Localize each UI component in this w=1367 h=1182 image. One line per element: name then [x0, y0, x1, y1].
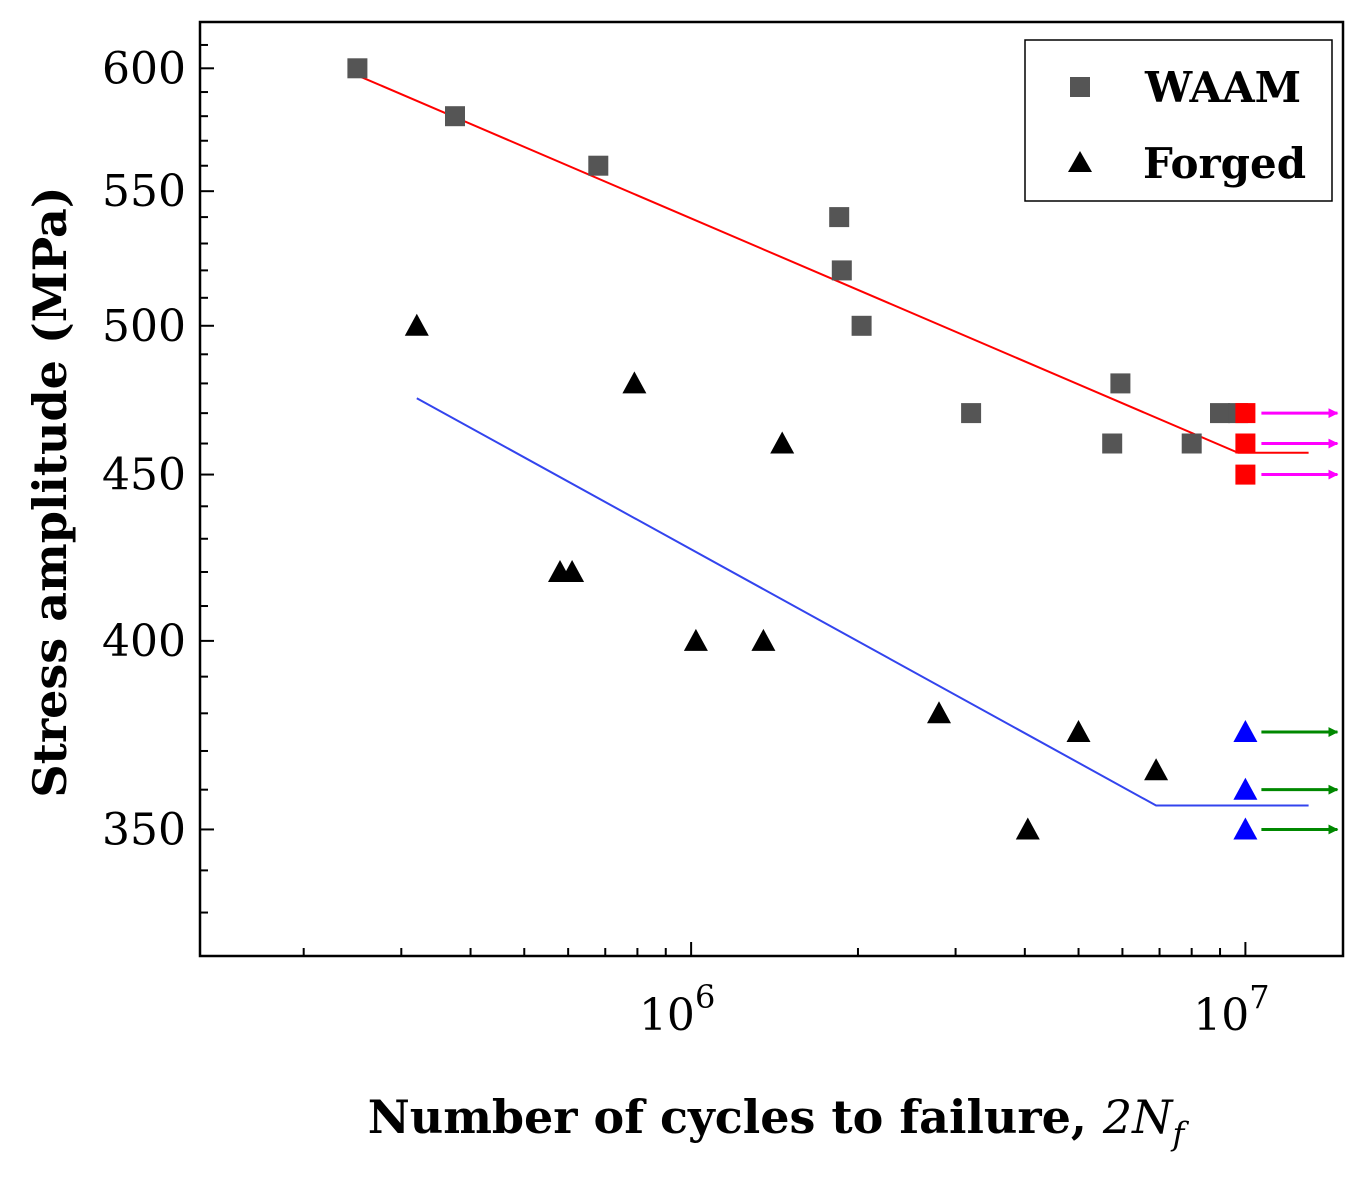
x-tick-exponent: 6 — [695, 978, 715, 1016]
legend-marker-waam — [1070, 77, 1090, 97]
legend: WAAM Forged — [1024, 39, 1333, 202]
x-axis-title-text: Number of cycles to failure, — [368, 1090, 1103, 1144]
plot-frame — [198, 20, 1345, 958]
waam-point — [1102, 433, 1123, 454]
x-tick-label: 107 — [1193, 978, 1269, 1041]
forged-point — [751, 628, 776, 651]
forged-fit-line — [416, 397, 1309, 807]
waam-runout-point — [1235, 403, 1256, 424]
data-points — [347, 58, 1258, 840]
y-tick-label: 550 — [102, 166, 186, 217]
legend-label-waam: WAAM — [1144, 63, 1301, 112]
waam-point — [1181, 433, 1202, 454]
forged-point — [622, 371, 647, 394]
legend-marker-forged — [1068, 151, 1092, 172]
forged-point — [404, 313, 429, 336]
waam-point — [831, 260, 852, 281]
waam-point — [347, 58, 368, 79]
forged-point — [927, 701, 951, 724]
forged-runout-point — [1233, 817, 1258, 840]
forged-point — [1015, 817, 1040, 840]
waam-point — [588, 155, 609, 176]
y-tick-labels: 350 400 450 500 550 600 — [102, 43, 186, 855]
y-tick-label: 400 — [102, 616, 186, 667]
forged-runout-point — [1233, 777, 1258, 800]
x-tick-label: 106 — [639, 978, 715, 1041]
y-tick-label: 600 — [102, 43, 186, 94]
x-tick-exponent: 7 — [1249, 978, 1269, 1016]
x-tick-base: 10 — [639, 990, 695, 1041]
forged-point — [1144, 758, 1169, 781]
waam-point — [445, 106, 465, 127]
y-tick-label: 500 — [102, 301, 186, 352]
forged-point — [560, 560, 585, 582]
y-tick-label: 350 — [102, 804, 186, 855]
waam-runout-point — [1235, 433, 1256, 454]
forged-runout-point — [1233, 720, 1258, 742]
forged-point — [683, 628, 708, 651]
axis-ticks — [200, 21, 1247, 956]
x-axis-title: Number of cycles to failure, 2Nf — [368, 1090, 1190, 1153]
x-tick-base: 10 — [1193, 990, 1249, 1041]
y-axis-title: Stress amplitude (MPa) — [23, 186, 77, 797]
waam-point — [1110, 373, 1131, 394]
forged-point — [1066, 720, 1091, 742]
legend-box — [1024, 39, 1333, 202]
x-axis-title-math: 2N — [1102, 1090, 1174, 1144]
y-tick-label: 450 — [102, 450, 186, 501]
waam-point — [829, 207, 850, 228]
forged-point — [770, 431, 795, 454]
x-tick-labels: 106 107 — [639, 978, 1270, 1041]
waam-runout-point — [1235, 464, 1256, 485]
waam-point — [961, 403, 982, 424]
waam-point — [851, 315, 872, 336]
legend-label-forged: Forged — [1143, 139, 1306, 188]
runout-arrows — [1261, 408, 1339, 835]
waam-point — [1210, 403, 1230, 424]
x-axis-title-subscript: f — [1170, 1115, 1189, 1153]
